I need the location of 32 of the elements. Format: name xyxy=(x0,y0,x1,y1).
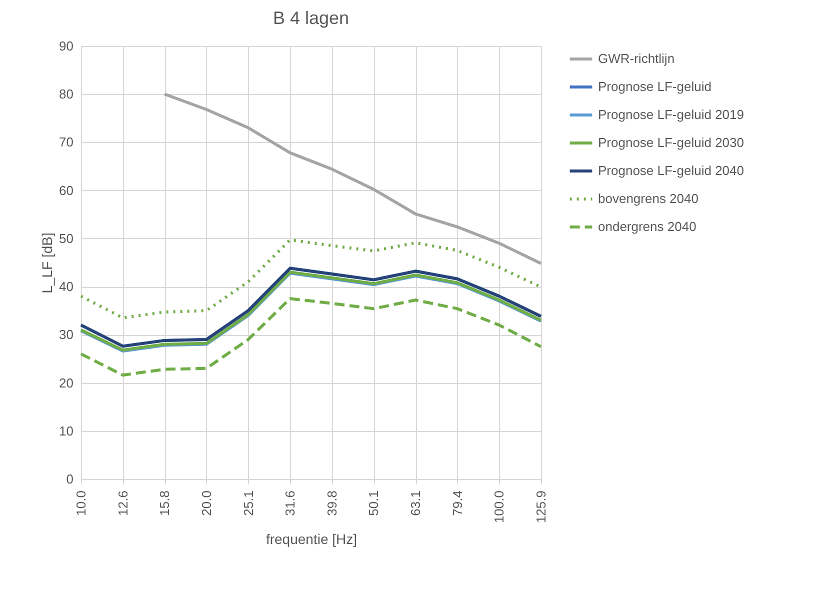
x-tick-label: 100.0 xyxy=(492,490,507,524)
x-tick-label: 20.0 xyxy=(198,490,214,516)
y-tick-label: 0 xyxy=(66,472,74,486)
x-tick-label: 63.1 xyxy=(408,490,424,516)
legend-label: GWR-richtlijn xyxy=(598,51,675,66)
x-axis-title: frequentie [Hz] xyxy=(266,531,358,548)
legend-label: Prognose LF-geluid 2040 xyxy=(598,163,744,178)
x-tick-label: 50.1 xyxy=(366,490,382,516)
x-tick-label: 39.8 xyxy=(324,490,340,516)
y-tick-label: 20 xyxy=(59,375,74,390)
y-tick-label: 90 xyxy=(59,38,74,54)
legend-label: Prognose LF-geluid 2019 xyxy=(598,107,744,122)
legend-label: Prognose LF-geluid 2030 xyxy=(598,135,744,150)
x-tick-label: 125.9 xyxy=(534,490,548,524)
x-tick-label: 31.6 xyxy=(282,490,298,516)
y-tick-label: 10 xyxy=(59,423,74,438)
x-tick-label: 15.8 xyxy=(157,490,172,516)
y-tick-label: 30 xyxy=(59,327,74,342)
x-tick-label: 79.4 xyxy=(450,490,465,516)
legend-label: ondergrens 2040 xyxy=(598,219,696,234)
y-tick-label: 50 xyxy=(59,230,74,246)
legend-label: bovengrens 2040 xyxy=(598,191,698,206)
x-tick-label: 10.0 xyxy=(74,490,88,516)
chart-title: B 4 lagen xyxy=(272,8,350,28)
y-tick-label: 40 xyxy=(59,279,74,294)
y-axis-title: L_LF [dB] xyxy=(39,232,56,294)
legend-label: Prognose LF-geluid xyxy=(598,79,712,94)
y-tick-label: 70 xyxy=(59,134,74,150)
x-tick-label: 12.6 xyxy=(115,490,130,516)
x-tick-label: 25.1 xyxy=(240,490,256,516)
y-tick-label: 60 xyxy=(59,182,74,198)
y-tick-label: 80 xyxy=(59,86,74,102)
